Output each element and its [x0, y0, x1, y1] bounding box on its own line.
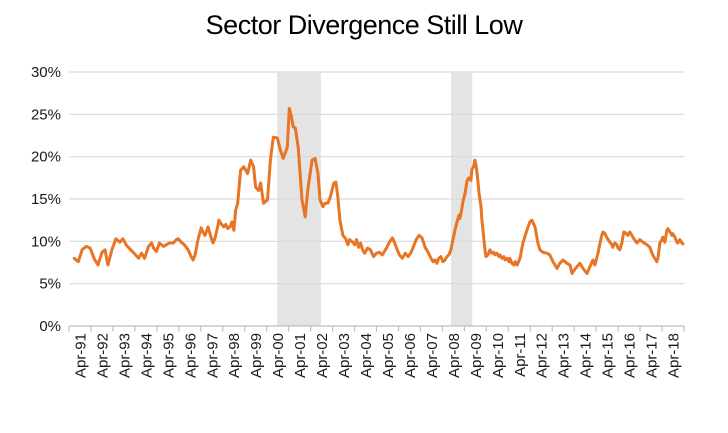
- y-tick-label: 0%: [39, 318, 61, 335]
- x-tick-label: Apr-04: [358, 333, 375, 378]
- x-tick-label: Apr-05: [380, 333, 397, 378]
- x-tick-label: Apr-99: [248, 333, 265, 378]
- x-tick-label: Apr-03: [336, 333, 353, 378]
- x-tick-label: Apr-17: [644, 333, 661, 378]
- x-tick-label: Apr-16: [622, 333, 639, 378]
- x-tick-label: Apr-08: [446, 333, 463, 378]
- x-tick-label: Apr-18: [666, 333, 683, 378]
- y-tick-label: 5%: [39, 276, 61, 293]
- y-tick-label: 15%: [31, 191, 61, 208]
- x-tick-label: Apr-11: [512, 333, 529, 377]
- x-tick-label: Apr-94: [138, 333, 155, 378]
- y-tick-label: 25%: [31, 106, 61, 123]
- x-tick-label: Apr-02: [314, 333, 331, 378]
- x-tick-label: Apr-92: [94, 333, 111, 378]
- x-tick-label: Apr-95: [160, 333, 177, 378]
- series-line: [72, 106, 685, 275]
- x-tick-label: Apr-00: [270, 333, 287, 378]
- x-tick-label: Apr-96: [182, 333, 199, 378]
- x-tick-label: Apr-15: [600, 333, 617, 378]
- x-tick-label: Apr-93: [116, 333, 133, 378]
- y-tick-label: 30%: [31, 64, 61, 81]
- x-tick-label: Apr-13: [556, 333, 573, 378]
- x-tick-label: Apr-06: [402, 333, 419, 378]
- y-tick-label: 20%: [31, 149, 61, 166]
- x-tick-label: Apr-09: [468, 333, 485, 378]
- x-tick-label: Apr-98: [226, 333, 243, 378]
- chart-title: Sector Divergence Still Low: [205, 10, 523, 40]
- x-tick-label: Apr-07: [424, 333, 441, 378]
- x-tick-label: Apr-97: [204, 333, 221, 378]
- x-tick-label: Apr-12: [534, 333, 551, 378]
- x-tick-label: Apr-14: [578, 333, 595, 378]
- y-tick-label: 10%: [31, 233, 61, 250]
- x-tick-label: Apr-01: [292, 333, 309, 378]
- x-tick-label: Apr-10: [490, 333, 507, 378]
- x-tick-label: Apr-91: [72, 333, 89, 378]
